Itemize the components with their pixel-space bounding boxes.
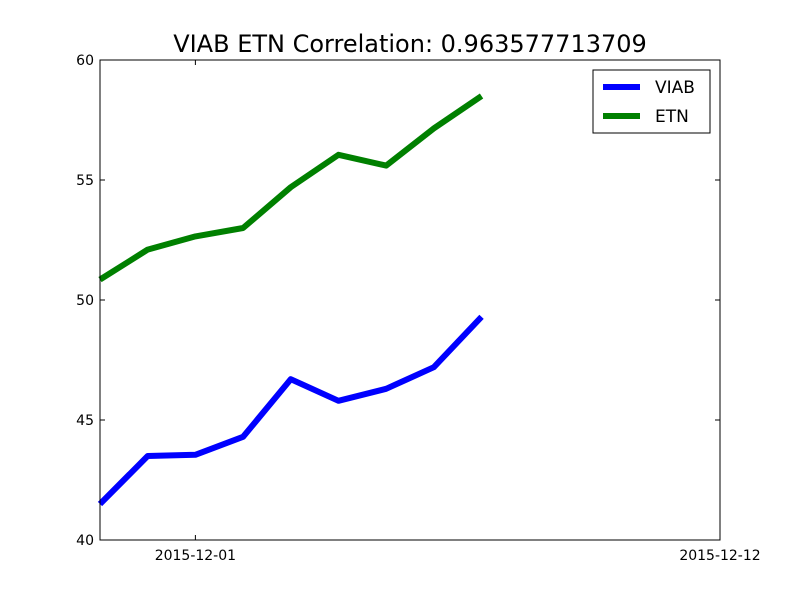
x-tick-label: 2015-12-12 xyxy=(679,548,760,564)
x-tick-label: 2015-12-01 xyxy=(155,548,236,564)
chart-title: VIAB ETN Correlation: 0.963577713709 xyxy=(173,30,647,58)
series-line-etn xyxy=(98,93,484,283)
legend-box xyxy=(592,69,711,134)
y-tick-label: 45 xyxy=(76,413,94,429)
y-tick-label: 40 xyxy=(76,533,94,549)
y-tick-label: 50 xyxy=(76,293,94,309)
plot-area xyxy=(97,93,484,507)
legend-label-viab: VIAB xyxy=(655,78,695,98)
legend-label-etn: ETN xyxy=(655,107,689,127)
x-axis: 2015-12-01 2015-12-12 xyxy=(155,60,761,564)
y-axis: 40 45 50 55 60 xyxy=(76,53,720,549)
y-tick-label: 60 xyxy=(76,53,94,69)
legend: VIAB ETN xyxy=(592,69,711,134)
y-tick-label: 55 xyxy=(76,173,94,189)
series-line-viab xyxy=(97,314,484,507)
